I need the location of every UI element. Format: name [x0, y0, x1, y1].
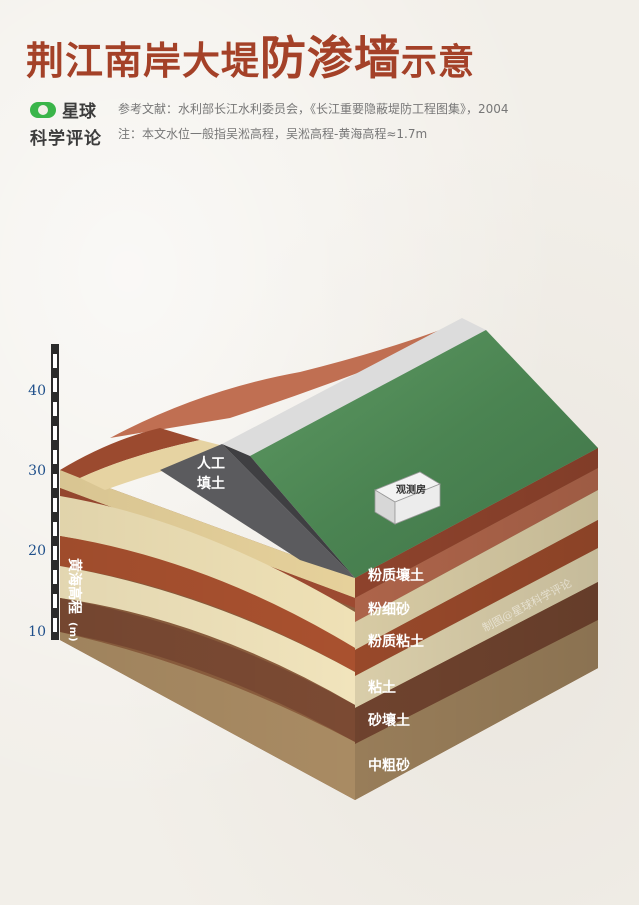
layer-label-2: 粉质粘土 — [368, 633, 424, 650]
scale-label: 黄海高程 (m) — [66, 558, 83, 642]
block-left-face — [60, 470, 355, 800]
layer-label-5: 中粗砂 — [368, 757, 410, 774]
levee-crest-road — [222, 318, 486, 456]
scale-bar-outline — [51, 344, 59, 640]
layer-label-4: 砂壤土 — [367, 712, 410, 729]
brand-line-2: 科学评论 — [30, 129, 102, 149]
levee-grass-slope — [250, 330, 598, 578]
brand-logo: 星球 科学评论 — [30, 97, 115, 149]
surface-strip-sand — [80, 440, 240, 490]
title-part-3: 示意 — [401, 42, 476, 83]
scale-tick-10: 10 — [28, 624, 46, 640]
scale-tick-30: 30 — [28, 463, 46, 479]
title-part-1: 荆江南岸大堤 — [26, 39, 261, 83]
fill-label-1: 人工 — [197, 455, 225, 472]
title-part-2: 防渗墙 — [260, 31, 402, 85]
brand-line-1: 星球 — [62, 102, 96, 122]
surface-strip-red — [60, 428, 200, 478]
levee-fill-slope — [160, 444, 355, 578]
layer-label-0: 粉质壤土 — [368, 567, 424, 584]
layer-label-1: 粉细砂 — [368, 601, 410, 618]
page-title: 荆江南岸大堤防渗墙示意 — [26, 22, 475, 88]
reference-source: 参考文献：水利部长江水利委员会，《长江重要隐蔽堤防工程图集》，2004 — [118, 102, 509, 116]
elevation-scale: 40 30 20 10 — [28, 344, 59, 640]
block-right-face — [355, 448, 598, 800]
scale-label-unit: (m) — [67, 622, 78, 642]
observation-building: 观测房 — [374, 471, 441, 525]
layer-label-3: 粘土 — [368, 679, 396, 696]
scale-tick-20: 20 — [28, 543, 46, 559]
planet-logo-icon — [30, 101, 56, 118]
building-label: 观测房 — [396, 483, 426, 496]
reference-note: 注：本文水位一般指吴淞高程，吴淞高程-黄海高程≈1.7m — [118, 127, 428, 141]
floodplain-back — [110, 330, 470, 438]
scale-tick-40: 40 — [28, 383, 46, 399]
fill-label-2: 填土 — [197, 475, 225, 492]
scale-label-text: 黄海高程 — [66, 558, 83, 614]
